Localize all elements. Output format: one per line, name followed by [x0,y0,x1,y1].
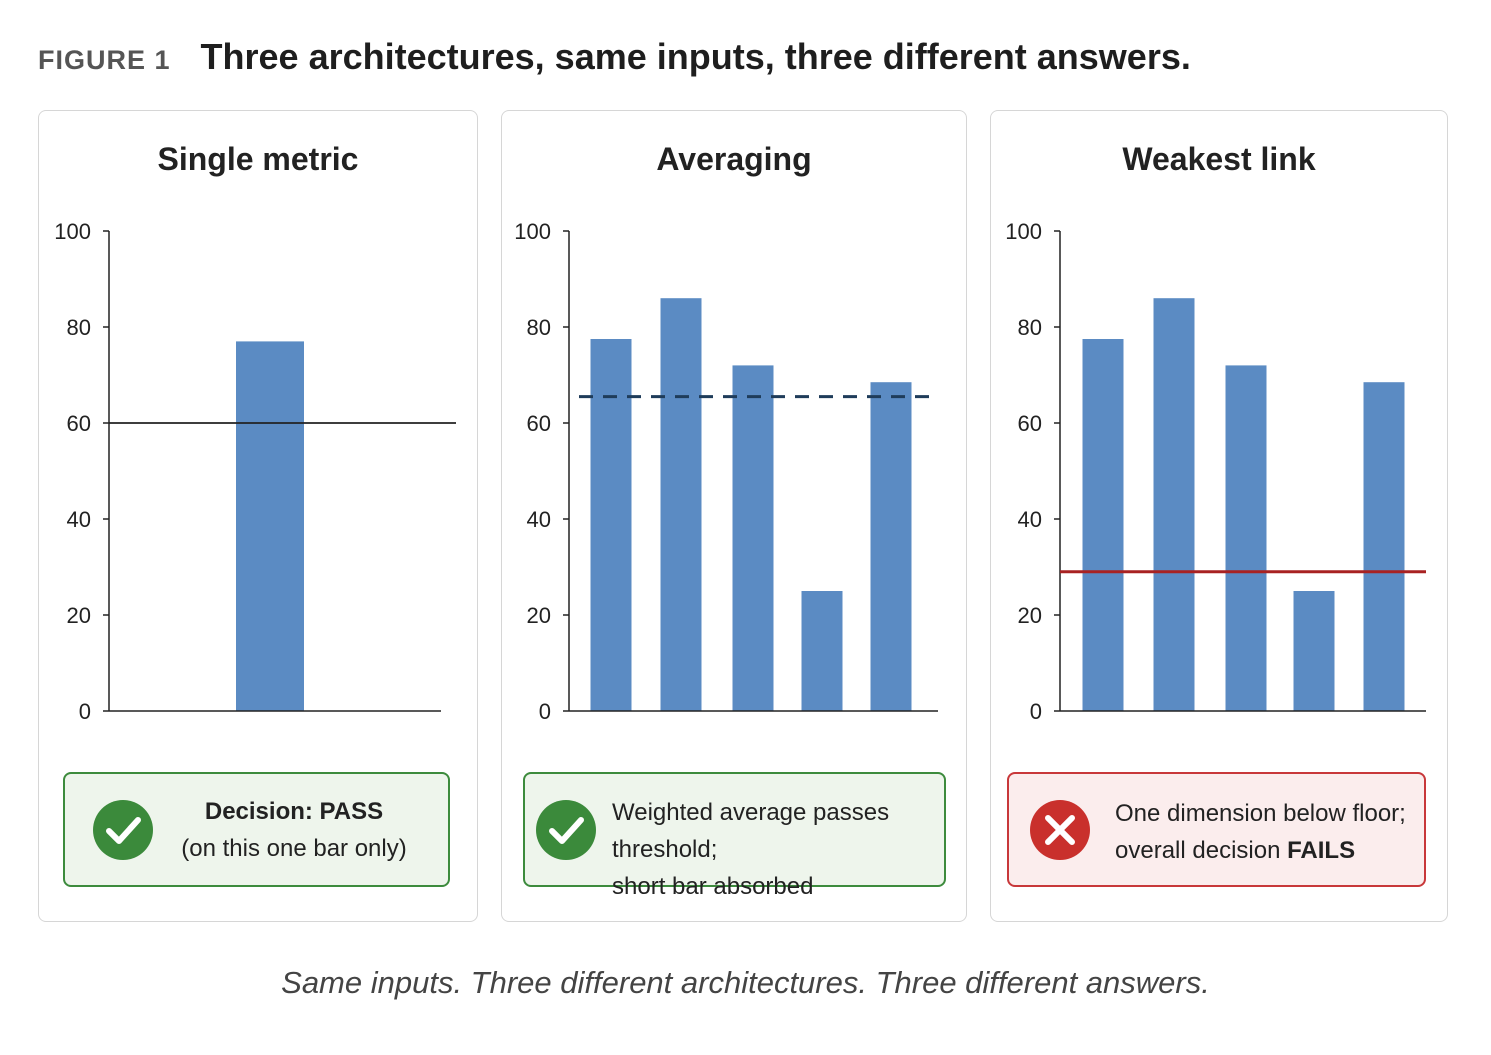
decision-text: Weighted average passes threshold; short… [612,794,944,905]
decision-line-2: overall decision FAILS [1115,832,1406,869]
decision-text: One dimension below floor; overall decis… [1115,795,1406,869]
bar-3 [732,365,774,711]
decision-line-2-prefix: overall decision [1115,837,1288,864]
y-tick-label: 80 [1018,315,1042,340]
bar-5 [1363,382,1405,711]
y-tick-label: 100 [54,219,91,244]
y-tick-label: 40 [1018,507,1042,532]
y-tick-label: 100 [1005,219,1042,244]
bar-2 [1153,298,1195,711]
x-icon [1030,799,1090,860]
decision-text: Decision: PASS (on this one bar only) [179,793,409,867]
figure-caption: Same inputs. Three different architectur… [281,965,1210,1000]
decision-box-pass: Decision: PASS (on this one bar only) [63,772,450,887]
y-tick-label: 40 [67,507,91,532]
y-tick-label: 20 [67,603,91,628]
y-tick-label: 80 [67,315,91,340]
y-tick-label: 20 [527,603,551,628]
bar-2 [660,298,702,711]
decision-line-1: Weighted average passes threshold; [612,799,890,863]
y-tick-label: 60 [67,411,91,436]
y-tick-label: 40 [527,507,551,532]
bar-1 [590,339,632,711]
panel-single-metric: Single metric 0 20 40 60 80 100 Decision: PAS… [38,110,478,922]
chart-single-metric: 0 20 40 60 80 100 [54,219,456,724]
chart-averaging: 0 20 40 60 80 100 [514,219,938,724]
decision-box-pass: Weighted average passes threshold; short… [523,772,946,900]
y-tick-label: 0 [1030,699,1042,724]
check-icon [536,799,596,860]
decision-box-fail: One dimension below floor; overall decis… [1007,772,1426,887]
panel-title: Averaging [656,141,812,177]
y-tick-label: 60 [1018,411,1042,436]
bar-4 [801,591,843,711]
y-tick-label: 60 [527,411,551,436]
decision-line-2: short bar absorbed [612,873,814,900]
panel-title: Single metric [157,141,359,177]
y-tick-label: 0 [79,699,91,724]
decision-line-2: (on this one bar only) [181,835,407,862]
y-tick-label: 20 [1018,603,1042,628]
chart-weakest-link: 0 20 40 60 80 100 [1005,219,1426,724]
figure-label: FIGURE 1 [38,45,171,75]
decision-line-2-bold: FAILS [1287,837,1356,864]
bar-1 [1082,339,1124,711]
decision-line-1: One dimension below floor; [1115,800,1406,827]
panel-title: Weakest link [1122,141,1316,177]
y-tick-label: 0 [539,699,551,724]
bar-1 [236,341,304,711]
bar-4 [1293,591,1335,711]
figure-title: Three architectures, same inputs, three … [200,36,1191,77]
figure-header: FIGURE 1 Three architectures, same input… [38,36,1191,86]
panel-averaging: Averaging 0 20 40 60 80 100 Weighted average … [501,110,967,922]
bar-3 [1225,365,1267,711]
bar-5 [870,382,912,711]
decision-line-1: Decision: PASS [204,798,384,825]
y-tick-label: 80 [527,315,551,340]
panel-weakest-link: Weakest link 0 20 40 60 80 100 One dimension … [990,110,1448,922]
y-tick-label: 100 [514,219,551,244]
check-icon [93,799,153,860]
